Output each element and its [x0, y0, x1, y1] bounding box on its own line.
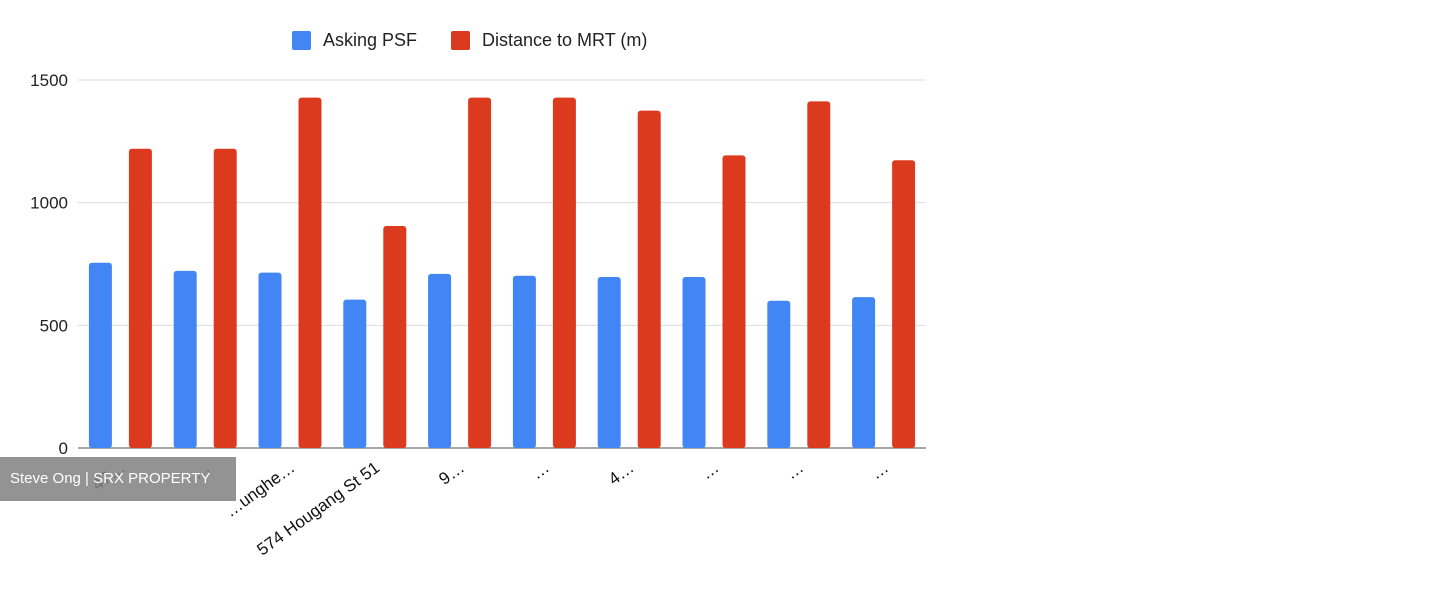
y-tick-label: 500: [40, 316, 68, 335]
bar-layer: [88, 97, 916, 449]
bar-distance-to-mrt: [128, 148, 152, 448]
bar-distance-to-mrt: [298, 97, 322, 448]
x-tick-label: 4…: [605, 458, 638, 489]
bar-distance-to-mrt: [637, 110, 661, 449]
bar-asking-psf: [88, 262, 112, 448]
legend-swatch-asking-psf: [292, 31, 311, 50]
bar-distance-to-mrt: [722, 155, 746, 449]
grid-layer: [78, 79, 926, 449]
bar-distance-to-mrt: [383, 225, 407, 448]
bar-asking-psf: [343, 299, 367, 448]
x-tick-label: 9…: [435, 458, 468, 489]
y-tick-label: 1500: [30, 71, 68, 90]
y-axis: 0 500 1000 1500: [30, 71, 68, 458]
x-tick-label: …: [782, 458, 807, 483]
legend-label: Distance to MRT (m): [482, 30, 647, 50]
bar-asking-psf: [512, 275, 536, 448]
x-tick-label: …: [867, 458, 892, 483]
legend-swatch-distance-to-mrt: [451, 31, 470, 50]
bar-asking-psf: [173, 270, 197, 448]
watermark: Steve Ong | SRX PROPERTY: [0, 457, 236, 501]
bar-asking-psf: [258, 272, 282, 448]
bar-distance-to-mrt: [213, 148, 237, 448]
x-tick-label: …: [528, 458, 553, 483]
y-tick-label: 0: [59, 439, 68, 458]
bar-distance-to-mrt: [892, 160, 916, 448]
legend: Asking PSF Distance to MRT (m): [292, 30, 647, 50]
bar-distance-to-mrt: [552, 97, 576, 448]
bar-asking-psf: [597, 277, 621, 448]
bar-asking-psf: [767, 300, 791, 448]
bar-distance-to-mrt: [468, 97, 492, 448]
bar-asking-psf: [682, 277, 706, 448]
x-tick-label: …: [697, 458, 722, 483]
y-tick-label: 1000: [30, 194, 68, 213]
bar-asking-psf: [428, 273, 452, 448]
legend-label: Asking PSF: [323, 30, 417, 50]
bar-distance-to-mrt: [807, 101, 831, 449]
bar-asking-psf: [852, 297, 876, 448]
